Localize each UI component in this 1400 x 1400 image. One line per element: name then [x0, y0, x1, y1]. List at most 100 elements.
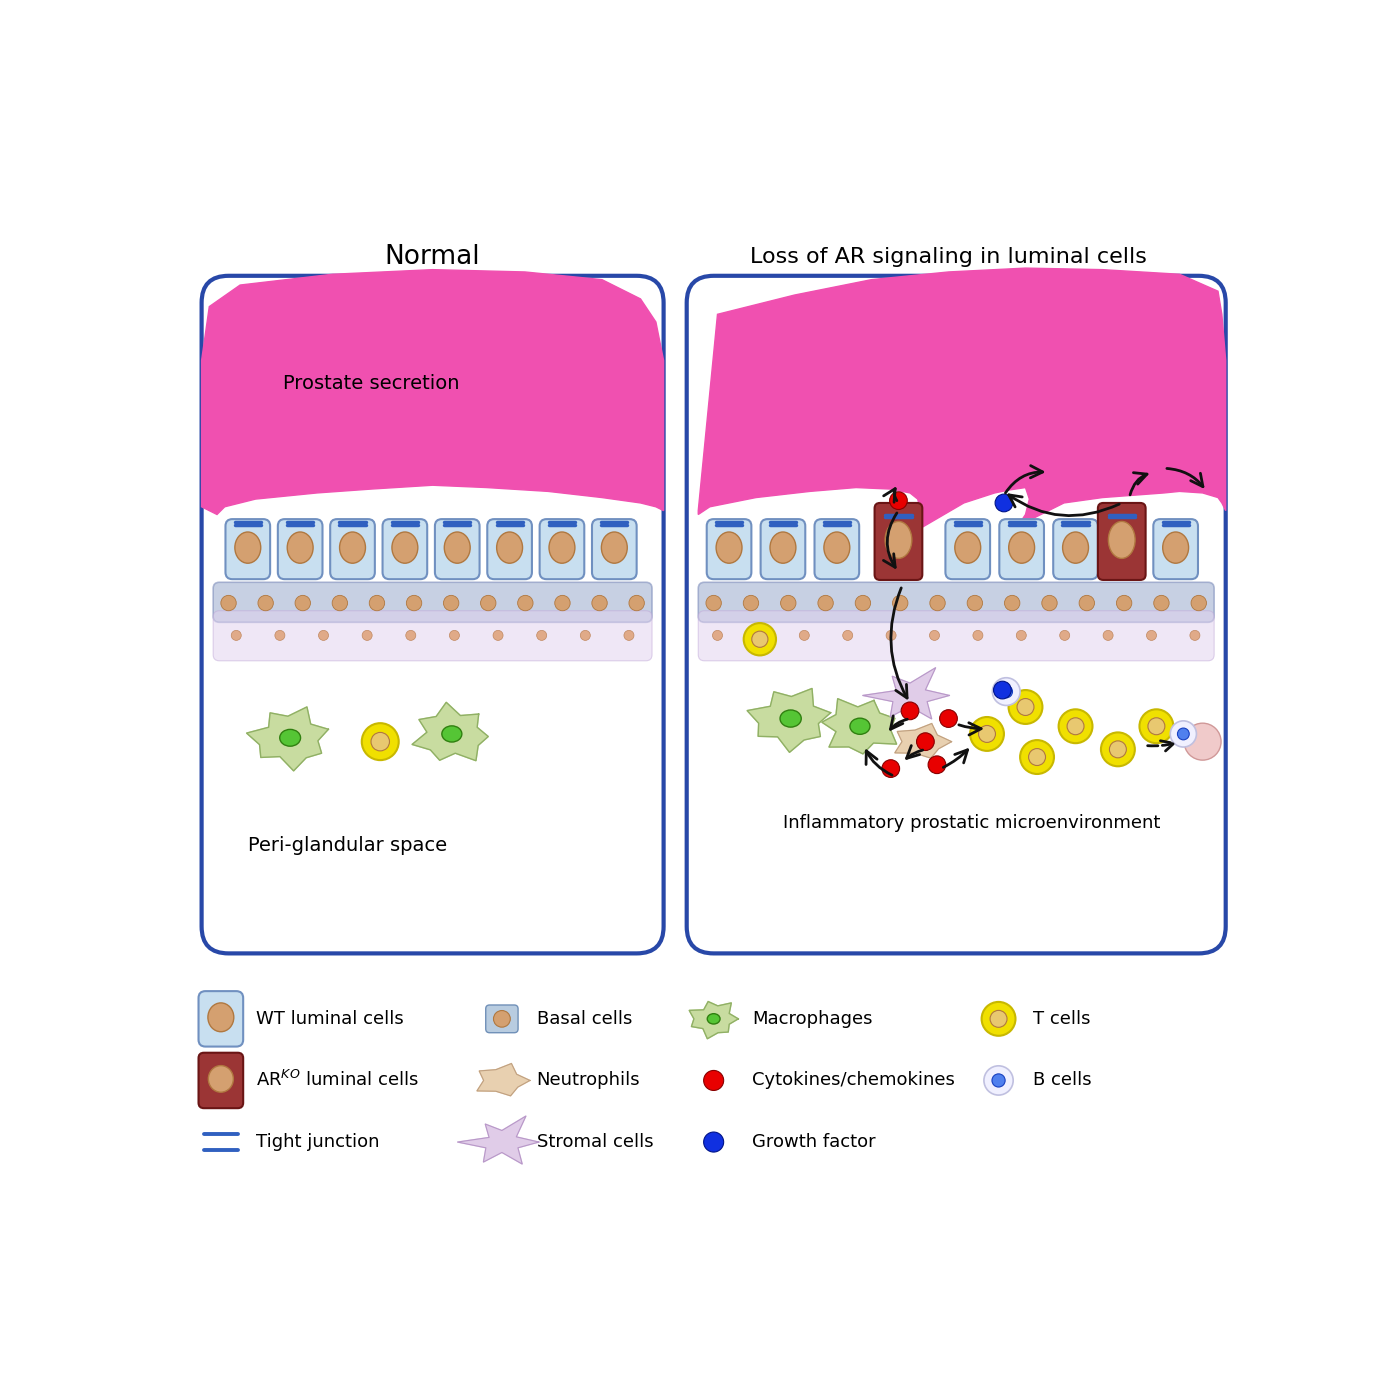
Circle shape — [1067, 718, 1084, 735]
Circle shape — [1148, 718, 1165, 735]
Text: Loss of AR signaling in luminal cells: Loss of AR signaling in luminal cells — [750, 246, 1147, 266]
FancyArrowPatch shape — [1130, 473, 1147, 494]
FancyArrowPatch shape — [944, 750, 967, 767]
FancyBboxPatch shape — [1154, 519, 1198, 580]
FancyBboxPatch shape — [277, 519, 322, 580]
Ellipse shape — [442, 725, 462, 742]
Circle shape — [1021, 741, 1054, 774]
FancyArrowPatch shape — [883, 489, 897, 503]
Circle shape — [855, 595, 871, 610]
FancyBboxPatch shape — [435, 519, 480, 580]
Text: T cells: T cells — [1033, 1009, 1091, 1028]
Circle shape — [1016, 630, 1026, 640]
Circle shape — [781, 595, 797, 610]
Text: Growth factor: Growth factor — [752, 1133, 876, 1151]
Circle shape — [1079, 595, 1095, 610]
FancyBboxPatch shape — [1053, 519, 1098, 580]
FancyBboxPatch shape — [760, 519, 805, 580]
Ellipse shape — [444, 532, 470, 563]
FancyBboxPatch shape — [815, 519, 860, 580]
FancyBboxPatch shape — [687, 276, 1226, 953]
Circle shape — [743, 595, 759, 610]
Circle shape — [1000, 686, 1012, 697]
Circle shape — [756, 630, 766, 640]
FancyBboxPatch shape — [699, 610, 1214, 661]
FancyBboxPatch shape — [202, 276, 664, 953]
Circle shape — [444, 595, 459, 610]
Circle shape — [818, 595, 833, 610]
Circle shape — [990, 1011, 1007, 1028]
Circle shape — [713, 630, 722, 640]
Polygon shape — [477, 1064, 531, 1096]
Circle shape — [1177, 728, 1189, 739]
Circle shape — [995, 494, 1012, 512]
Circle shape — [704, 1133, 724, 1152]
Ellipse shape — [549, 532, 575, 563]
Ellipse shape — [1063, 532, 1089, 563]
Ellipse shape — [497, 532, 522, 563]
Ellipse shape — [1008, 532, 1035, 563]
Circle shape — [1191, 595, 1207, 610]
Circle shape — [406, 595, 421, 610]
Circle shape — [799, 630, 809, 640]
Ellipse shape — [1109, 521, 1135, 559]
Circle shape — [231, 630, 241, 640]
Polygon shape — [689, 1001, 738, 1039]
FancyBboxPatch shape — [539, 519, 584, 580]
FancyBboxPatch shape — [487, 519, 532, 580]
Circle shape — [902, 701, 918, 720]
Circle shape — [624, 630, 634, 640]
FancyBboxPatch shape — [707, 519, 752, 580]
Circle shape — [1147, 630, 1156, 640]
Circle shape — [221, 595, 237, 610]
Circle shape — [518, 595, 533, 610]
Circle shape — [274, 630, 284, 640]
FancyBboxPatch shape — [486, 1005, 518, 1033]
FancyArrowPatch shape — [867, 750, 892, 776]
Circle shape — [295, 595, 311, 610]
Text: AR$^{KO}$ luminal cells: AR$^{KO}$ luminal cells — [255, 1071, 419, 1091]
Circle shape — [981, 1002, 1015, 1036]
Circle shape — [1103, 630, 1113, 640]
Circle shape — [1184, 724, 1221, 760]
FancyBboxPatch shape — [199, 1053, 244, 1109]
Text: Cytokines/chemokines: Cytokines/chemokines — [752, 1071, 955, 1089]
Ellipse shape — [1162, 532, 1189, 563]
Ellipse shape — [493, 1011, 511, 1028]
Ellipse shape — [207, 1002, 234, 1032]
Text: Tight junction: Tight junction — [255, 1133, 379, 1151]
Polygon shape — [822, 699, 896, 753]
Circle shape — [917, 732, 934, 750]
Circle shape — [1140, 710, 1173, 743]
Polygon shape — [202, 270, 664, 515]
Text: WT luminal cells: WT luminal cells — [255, 1009, 403, 1028]
Ellipse shape — [392, 532, 417, 563]
Circle shape — [973, 630, 983, 640]
Circle shape — [1100, 732, 1135, 766]
Circle shape — [363, 630, 372, 640]
Ellipse shape — [235, 532, 260, 563]
Circle shape — [371, 732, 389, 750]
Circle shape — [930, 630, 939, 640]
Ellipse shape — [955, 532, 981, 563]
Circle shape — [984, 1065, 1014, 1095]
Circle shape — [889, 491, 907, 510]
Text: Peri-glandular space: Peri-glandular space — [248, 836, 448, 855]
Circle shape — [1190, 630, 1200, 640]
Text: Macrophages: Macrophages — [752, 1009, 872, 1028]
Text: B cells: B cells — [1033, 1071, 1092, 1089]
Circle shape — [493, 630, 503, 640]
Text: Neutrophils: Neutrophils — [536, 1071, 640, 1089]
Circle shape — [1058, 710, 1092, 743]
FancyBboxPatch shape — [225, 519, 270, 580]
Circle shape — [970, 717, 1004, 750]
Circle shape — [581, 630, 591, 640]
Text: Prostate secretion: Prostate secretion — [283, 374, 459, 393]
Ellipse shape — [823, 532, 850, 563]
FancyArrowPatch shape — [883, 512, 897, 567]
Circle shape — [994, 682, 1011, 699]
FancyArrowPatch shape — [907, 746, 923, 759]
Circle shape — [993, 678, 1021, 706]
Circle shape — [1042, 595, 1057, 610]
Circle shape — [886, 630, 896, 640]
